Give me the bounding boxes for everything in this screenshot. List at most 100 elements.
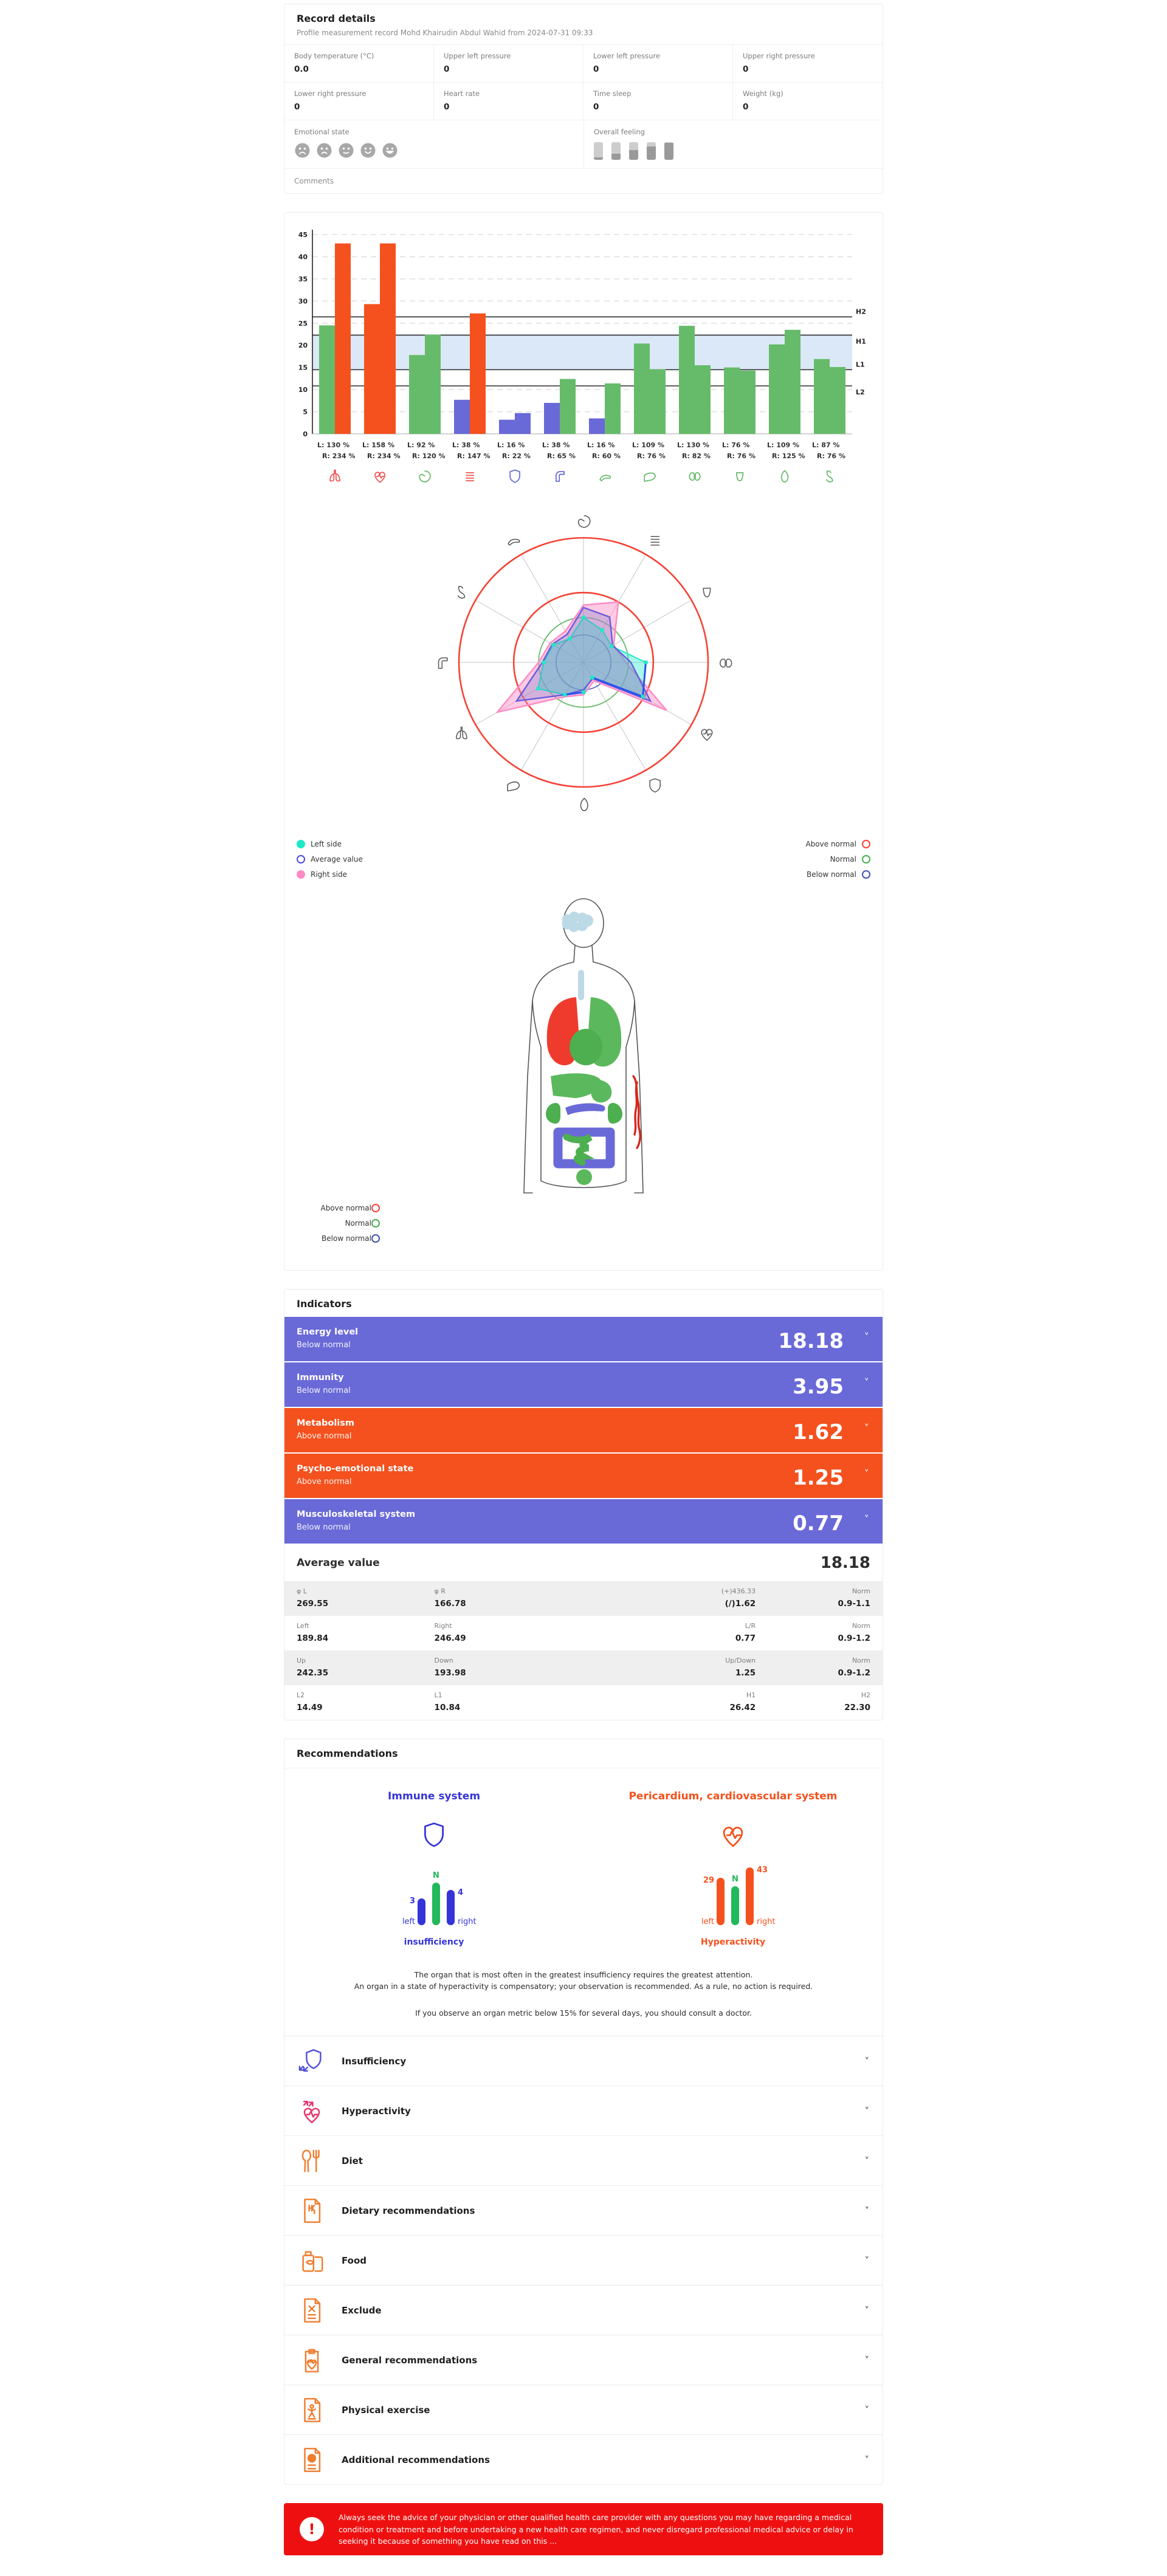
section-label: General recommendations [342,2354,478,2366]
right-side-label: right [757,1917,776,1926]
cutlery-icon [298,2147,326,2175]
metric-value: 0.9-1.2 [838,1633,870,1643]
chevron-down-icon[interactable]: ˅ [864,2255,870,2266]
indicator-row[interactable]: Metabolism Above normal 1.62 ˅ [284,1408,883,1454]
metric-value: 10.84 [434,1703,461,1712]
chevron-down-icon[interactable]: ˅ [864,2055,870,2067]
field-label: Weight (kg) [743,89,783,98]
metric-value: 189.84 [297,1633,329,1643]
section-dietary-recommendations[interactable]: Dietary recommendations ˅ [284,2185,883,2235]
battery-level-icon[interactable] [664,142,673,160]
panel-caption: Hyperactivity [700,1937,766,1947]
measurement-field[interactable]: Upper left pressure 0 [434,45,584,82]
indicator-row[interactable]: Energy level Below normal 18.18 ˅ [284,1317,883,1362]
svg-text:10: 10 [298,386,308,394]
chevron-down-icon[interactable]: ˅ [864,2205,870,2216]
left-value-label: 3 [409,1897,415,1906]
chevron-down-icon[interactable]: ˅ [864,2404,870,2416]
indicator-row[interactable]: Psycho-emotional state Above normal 1.25 ˅ [284,1454,883,1499]
diet-file-icon [298,2197,326,2225]
battery-level-icon[interactable] [647,142,656,160]
section-food[interactable]: Food ˅ [284,2235,883,2285]
status-legend: Above normal Normal Below normal [805,840,870,885]
legend-label: Normal [345,1219,371,1228]
body-svg [523,898,644,1194]
category-right-label: R: 76 % [727,452,756,460]
reference-line-label: H1 [856,337,866,345]
chevron-down-icon[interactable]: ˅ [864,2155,870,2166]
metrics-cell: H2 22.30 [756,1691,870,1712]
battery-level-icon[interactable] [629,142,638,160]
section-general-recommendations[interactable]: General recommendations ˅ [284,2335,883,2385]
category-right-label: R: 234 % [367,452,401,460]
measurement-field[interactable]: Time sleep 0 [584,83,733,120]
reference-line-label: L2 [856,388,865,396]
svg-text:15: 15 [298,364,308,372]
chevron-down-icon[interactable]: ˅ [864,1468,870,1480]
chevron-down-icon[interactable]: ˅ [864,1331,870,1344]
section-diet[interactable]: Diet ˅ [284,2135,883,2185]
above-normal-swatch [371,1204,380,1212]
section-physical-exercise[interactable]: Physical exercise ˅ [284,2385,883,2434]
battery-level-icon[interactable] [594,142,603,160]
metric-label: Norm [852,1622,870,1630]
chevron-down-icon[interactable]: ˅ [864,2354,870,2366]
insufficiency-mini-chart: 3 N 4 left right [382,1857,486,1935]
organ-bar-chart: 0 5 10 15 20 25 30 35 40 45 H2 H1 L1 L2 L: 130 % R: 234… [291,227,876,490]
metric-label: φ R [434,1587,446,1595]
frown-face-icon[interactable] [316,142,332,159]
fields-row: Lower right pressure 0 Heart rate 0 Time sle… [284,82,883,120]
field-label: Time sleep [593,89,632,98]
chevron-down-icon[interactable]: ˅ [864,2454,870,2465]
sad-face-icon[interactable] [294,142,311,159]
indicator-row[interactable]: Musculoskeletal system Below normal 0.77 ˅ [284,1499,883,1545]
metrics-cell: φ L 269.55 [297,1587,435,1609]
svg-text:0: 0 [303,430,308,438]
metrics-cell: Norm 0.9-1.1 [756,1587,870,1609]
field-value: 0 [294,102,300,112]
series-legend: Left side Average value Right side [297,840,363,885]
chevron-down-icon[interactable]: ˅ [864,2105,870,2117]
measurement-field[interactable]: Lower right pressure 0 [284,83,434,120]
bladder-icon [703,588,711,598]
chevron-down-icon[interactable]: ˅ [864,2304,870,2316]
indicator-row[interactable]: Immunity Below normal 3.95 ˅ [284,1362,883,1408]
measurement-field[interactable]: Weight (kg) 0 [733,83,883,120]
indicator-status: Above normal [297,1477,352,1486]
record-details-card: Record details Profile measurement recor… [284,4,883,194]
pancreas-icon [508,538,520,546]
grin-face-icon[interactable] [382,142,398,159]
heart-icon [419,470,431,483]
chevron-down-icon[interactable]: ˅ [864,1423,870,1435]
smile-face-icon[interactable] [360,142,376,159]
section-insufficiency[interactable]: Insufficiency ˅ [284,2036,883,2086]
food-jar-icon [298,2247,326,2275]
metrics-cell: Right 246.49 [435,1622,584,1643]
measurement-field[interactable]: Body temperature (°C) 0.0 [284,45,434,82]
section-exclude[interactable]: Exclude ˅ [284,2285,883,2335]
wry-face-icon[interactable] [338,142,354,159]
field-label: Body temperature (°C) [294,52,374,60]
measurement-field[interactable]: Lower left pressure 0 [584,45,733,82]
pancreas-icon [599,475,611,481]
overall-feeling-picker[interactable] [594,142,873,160]
measurement-field[interactable]: Upper right pressure 0 [733,45,883,82]
section-additional-recommendations[interactable]: Additional recommendations ˅ [284,2434,883,2484]
comments-field[interactable]: Comments [284,168,883,193]
category-left-label: L: 16 % [497,441,525,449]
average-value: 18.18 [820,1554,870,1572]
svg-text:45: 45 [298,231,308,239]
chevron-down-icon[interactable]: ˅ [864,1514,870,1526]
bar-left-gallbladder [769,344,785,434]
emotional-state-picker[interactable] [294,142,574,159]
category-right-label: R: 22 % [502,452,531,460]
measurement-field[interactable]: Heart rate 0 [434,83,584,120]
below-normal-swatch [862,870,870,879]
page: Record details Profile measurement recor… [284,0,883,2556]
section-hyperactivity[interactable]: Hyperactivity ˅ [284,2086,883,2135]
svg-text:25: 25 [298,320,308,328]
section-label: Insufficiency [342,2055,407,2067]
battery-level-icon[interactable] [611,142,621,160]
chevron-down-icon[interactable]: ˅ [864,1377,870,1389]
metrics-row: Left 189.84 Right 246.49 L/R 0.77 Norm 0.9-1.2 [284,1616,883,1650]
